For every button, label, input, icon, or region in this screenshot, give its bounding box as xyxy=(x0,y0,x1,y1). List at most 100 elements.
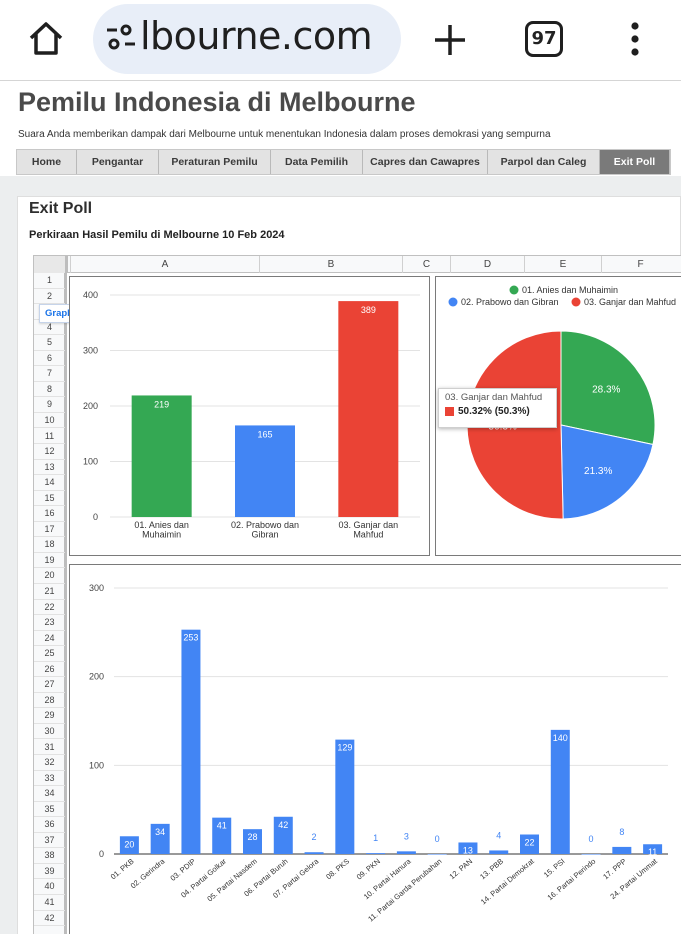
tooltip-value: 50.32% (50.3%) xyxy=(458,406,530,417)
party-bar-16-partai-perindo[interactable] xyxy=(581,854,601,855)
y-tick-label: 300 xyxy=(89,583,104,593)
row-number[interactable]: 10 xyxy=(34,413,65,429)
nav-item-parpol-dan-caleg[interactable]: Parpol dan Caleg xyxy=(488,150,600,174)
nav-item-home[interactable]: Home xyxy=(17,150,77,174)
bar-value-label: 13 xyxy=(463,845,473,855)
row-number[interactable]: 9 xyxy=(34,397,65,413)
x-tick-label: 09. PKN xyxy=(355,857,382,882)
x-tick-label: Gibran xyxy=(251,530,278,540)
pie-slice-1[interactable] xyxy=(560,330,656,446)
row-number[interactable]: 25 xyxy=(34,646,65,662)
nav-item-exit-poll[interactable]: Exit Poll xyxy=(600,150,670,174)
row-number[interactable]: 32 xyxy=(34,755,65,771)
row-number[interactable]: 16 xyxy=(34,506,65,522)
party-bar-01-pkb[interactable] xyxy=(119,836,139,854)
party-bar-15-psi[interactable] xyxy=(550,729,570,854)
row-number[interactable]: 38 xyxy=(34,848,65,864)
row-number[interactable]: 31 xyxy=(34,740,65,756)
party-bar-05-partai-nasdem[interactable] xyxy=(243,829,262,854)
row-number[interactable]: 37 xyxy=(34,833,65,849)
party-bar-02-gerindra[interactable] xyxy=(150,823,170,854)
row-number[interactable]: 40 xyxy=(34,879,65,895)
row-number[interactable]: 34 xyxy=(34,786,65,802)
column-header-a[interactable]: A xyxy=(70,256,259,273)
bar-1[interactable] xyxy=(131,395,192,517)
row-number[interactable]: 29 xyxy=(34,708,65,724)
row-number[interactable]: 8 xyxy=(34,382,65,398)
party-bar-03-pdip[interactable] xyxy=(181,629,201,854)
party-bar-10-partai-hanura[interactable] xyxy=(396,851,416,854)
row-number[interactable]: 1 xyxy=(34,273,65,289)
row-number[interactable]: 2 xyxy=(34,289,65,305)
row-number[interactable]: 30 xyxy=(34,724,65,740)
row-number[interactable]: 5 xyxy=(34,335,65,351)
row-number[interactable]: 14 xyxy=(34,475,65,491)
row-number[interactable]: 42 xyxy=(34,911,65,927)
nav-item-pengantar[interactable]: Pengantar xyxy=(77,150,159,174)
address-bar[interactable] xyxy=(93,4,401,74)
row-number[interactable]: 41 xyxy=(34,895,65,911)
party-bar-12-pan[interactable] xyxy=(458,842,478,854)
nav-item-data-pemilih[interactable]: Data Pemilih xyxy=(271,150,363,174)
x-tick-label: Muhaimin xyxy=(142,530,181,540)
x-tick-label: 02. Gerindra xyxy=(129,856,167,890)
row-number[interactable]: 27 xyxy=(34,677,65,693)
row-number[interactable]: 24 xyxy=(34,631,65,647)
row-number[interactable]: 7 xyxy=(34,366,65,382)
row-number[interactable]: 6 xyxy=(34,351,65,367)
sheet-corner xyxy=(34,256,68,273)
site-settings-icon[interactable] xyxy=(105,24,137,52)
row-number[interactable]: 39 xyxy=(34,864,65,880)
party-bar-09-pkn[interactable] xyxy=(366,853,386,854)
party-bar-14-partai-demokrat[interactable] xyxy=(520,834,539,854)
row-number[interactable]: 4 xyxy=(34,320,65,336)
column-header-e[interactable]: E xyxy=(524,256,601,273)
row-number[interactable]: 26 xyxy=(34,662,65,678)
row-number[interactable]: 22 xyxy=(34,600,65,616)
more-menu-icon[interactable] xyxy=(625,20,645,60)
row-number[interactable]: 20 xyxy=(34,568,65,584)
row-number[interactable]: 12 xyxy=(34,444,65,460)
nav-item-peraturan-pemilu[interactable]: Peraturan Pemilu xyxy=(159,150,271,174)
row-number[interactable]: 15 xyxy=(34,491,65,507)
party-bar-07-partai-gelora[interactable] xyxy=(304,852,324,854)
row-number[interactable]: 11 xyxy=(34,429,65,445)
party-bar-24-partai-ummat[interactable] xyxy=(643,844,663,854)
party-bar-06-partai-buruh[interactable] xyxy=(273,816,293,854)
party-bar-04-partai-golkar[interactable] xyxy=(212,817,232,854)
tab-switcher-button[interactable]: 97 xyxy=(525,21,563,57)
row-number[interactable]: 13 xyxy=(34,460,65,476)
x-tick-label: 12. PAN xyxy=(447,857,474,881)
row-number[interactable]: 36 xyxy=(34,817,65,833)
column-header-d[interactable]: D xyxy=(450,256,524,273)
column-header-b[interactable]: B xyxy=(259,256,402,273)
bar-value-label: 165 xyxy=(257,429,272,439)
row-number[interactable]: 35 xyxy=(34,802,65,818)
row-number[interactable]: 28 xyxy=(34,693,65,709)
row-number[interactable]: 23 xyxy=(34,615,65,631)
column-header-c[interactable]: C xyxy=(402,256,450,273)
row-number[interactable]: 33 xyxy=(34,771,65,787)
nav-item-capres-dan-cawapres[interactable]: Capres dan Cawapres xyxy=(363,150,488,174)
column-header-f[interactable]: F xyxy=(601,256,679,273)
party-bar-chart[interactable]: 0 100 200 300 20 01. PKB 34 02. Gerindra 253 03. … xyxy=(69,564,681,934)
candidate-bar-chart[interactable]: 0 100 200 300 400 219 01. Anies dan Muhaimin 165… xyxy=(69,276,430,556)
pie-slice-2[interactable] xyxy=(560,424,654,520)
row-number[interactable]: 18 xyxy=(34,537,65,553)
row-number[interactable]: 19 xyxy=(34,553,65,569)
graph-tab[interactable]: Graph xyxy=(39,304,79,323)
bar-3[interactable] xyxy=(338,301,399,517)
url-text[interactable]: lbourne.com xyxy=(140,14,373,58)
home-icon[interactable] xyxy=(26,18,66,58)
new-tab-icon[interactable] xyxy=(432,22,468,58)
party-bar-17-ppp[interactable] xyxy=(612,846,632,854)
row-number[interactable]: 21 xyxy=(34,584,65,600)
bar-value-label: 11 xyxy=(648,847,657,857)
row-number[interactable]: 17 xyxy=(34,522,65,538)
party-bar-11-partai-garda-perubahan[interactable] xyxy=(427,854,447,855)
bar-2[interactable] xyxy=(235,425,295,517)
party-bar-08-pks[interactable] xyxy=(335,739,355,854)
party-bar-13-pbb[interactable] xyxy=(489,850,509,854)
legend-swatch xyxy=(448,297,458,307)
